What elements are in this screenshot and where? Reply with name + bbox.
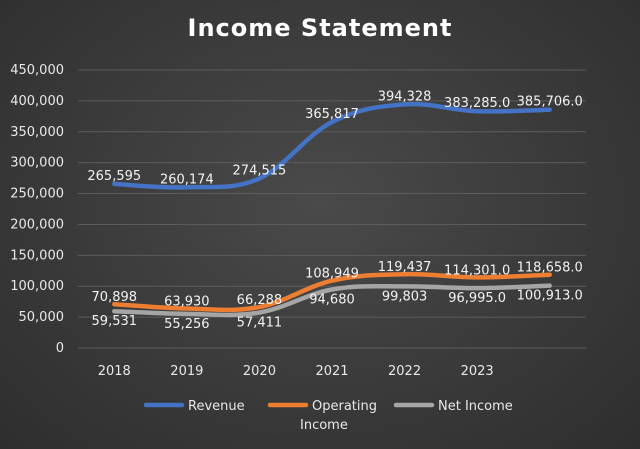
y-tick-label: 150,000 <box>10 248 64 263</box>
data-label: 66,288 <box>237 293 283 308</box>
data-label: 274,515 <box>233 163 287 178</box>
y-tick-label: 400,000 <box>10 94 64 109</box>
data-label: 385,706.0 <box>517 95 583 110</box>
x-tick-label: 2018 <box>98 364 131 379</box>
series-line-operating-income <box>112 271 552 313</box>
y-tick-label: 450,000 <box>10 63 64 78</box>
x-tick-label: 2020 <box>243 364 276 379</box>
y-tick-label: 50,000 <box>19 310 65 325</box>
series-line-revenue <box>112 101 552 190</box>
data-label: 70,898 <box>92 290 138 305</box>
data-label: 57,411 <box>237 316 283 331</box>
data-label: 394,328 <box>378 89 432 104</box>
data-label: 55,256 <box>164 317 210 332</box>
data-label: 99,803 <box>382 289 428 304</box>
legend-label: Revenue <box>188 399 245 414</box>
data-label: 96,995.0 <box>448 291 506 306</box>
data-label: 265,595 <box>87 169 141 184</box>
data-label: 108,949 <box>305 267 359 282</box>
series-line-net-income <box>112 283 552 318</box>
data-label: 59,531 <box>92 314 138 329</box>
x-tick-label: 2019 <box>170 364 203 379</box>
x-tick-label: 2022 <box>388 364 421 379</box>
chart-title: Income Statement <box>187 14 453 42</box>
y-tick-label: 0 <box>56 341 64 356</box>
data-label: 365,817 <box>305 107 359 122</box>
data-label: 383,285.0 <box>444 96 510 111</box>
y-tick-label: 300,000 <box>10 156 64 171</box>
data-label: 119,437 <box>378 260 432 275</box>
legend-label: Operating Income <box>300 399 377 433</box>
data-label: 114,301.0 <box>444 263 510 278</box>
legend-label: Net Income <box>438 399 513 414</box>
data-label: 118,658.0 <box>517 261 583 276</box>
y-tick-label: 100,000 <box>10 279 64 294</box>
x-tick-label: 2023 <box>461 364 494 379</box>
data-label: 260,174 <box>160 172 214 187</box>
y-tick-label: 200,000 <box>10 217 64 232</box>
y-tick-label: 250,000 <box>10 187 64 202</box>
y-tick-label: 350,000 <box>10 125 64 140</box>
x-tick-label: 2021 <box>315 364 348 379</box>
data-label: 63,930 <box>164 295 210 310</box>
data-label: 94,680 <box>309 293 355 308</box>
data-label: 100,913.0 <box>517 289 583 304</box>
